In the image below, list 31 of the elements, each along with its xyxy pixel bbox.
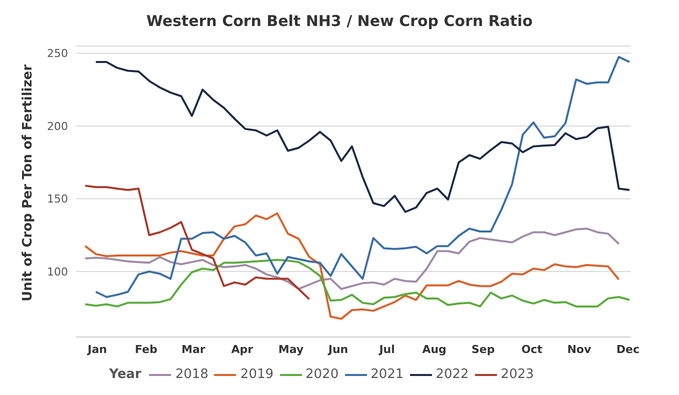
y-tick-label: 150 [47, 192, 68, 206]
x-tick-label: Dec [616, 342, 640, 356]
legend-title: Year [109, 367, 142, 382]
y-axis-title: Unit of Crop Per Ton of Fertilizer [20, 64, 36, 302]
x-tick-label: Jan [86, 342, 108, 356]
legend-label: 2019 [239, 367, 274, 382]
legend-label: 2022 [434, 367, 469, 382]
x-tick-label: Oct [521, 342, 542, 356]
line-series [94, 61, 630, 213]
y-tick-label: 200 [47, 120, 68, 133]
chart-title: Western Corn Belt NH3 / New Crop Corn Ratio [145, 11, 534, 32]
y-tick-label: 100 [47, 265, 68, 278]
line-series [94, 56, 630, 298]
legend-label: 2023 [500, 367, 534, 382]
legend-label: 2018 [174, 367, 208, 382]
legend-label: 2021 [370, 367, 404, 382]
x-tick-label: Apr [231, 342, 254, 356]
x-tick-label: Mar [182, 342, 206, 356]
legend-label: 2020 [304, 367, 339, 382]
line-series [84, 212, 620, 320]
line-series [84, 184, 310, 300]
line-series [84, 228, 620, 290]
x-tick-label: Sep [471, 342, 495, 356]
x-tick-label: Jul [378, 342, 395, 356]
x-tick-label: Feb [134, 342, 158, 356]
x-tick-label: Aug [422, 342, 446, 356]
line-series [84, 258, 630, 308]
x-tick-label: Jun [327, 342, 348, 356]
y-tick-label: 250 [47, 47, 68, 60]
x-tick-label: May [278, 342, 304, 356]
x-tick-label: Nov [567, 342, 592, 356]
